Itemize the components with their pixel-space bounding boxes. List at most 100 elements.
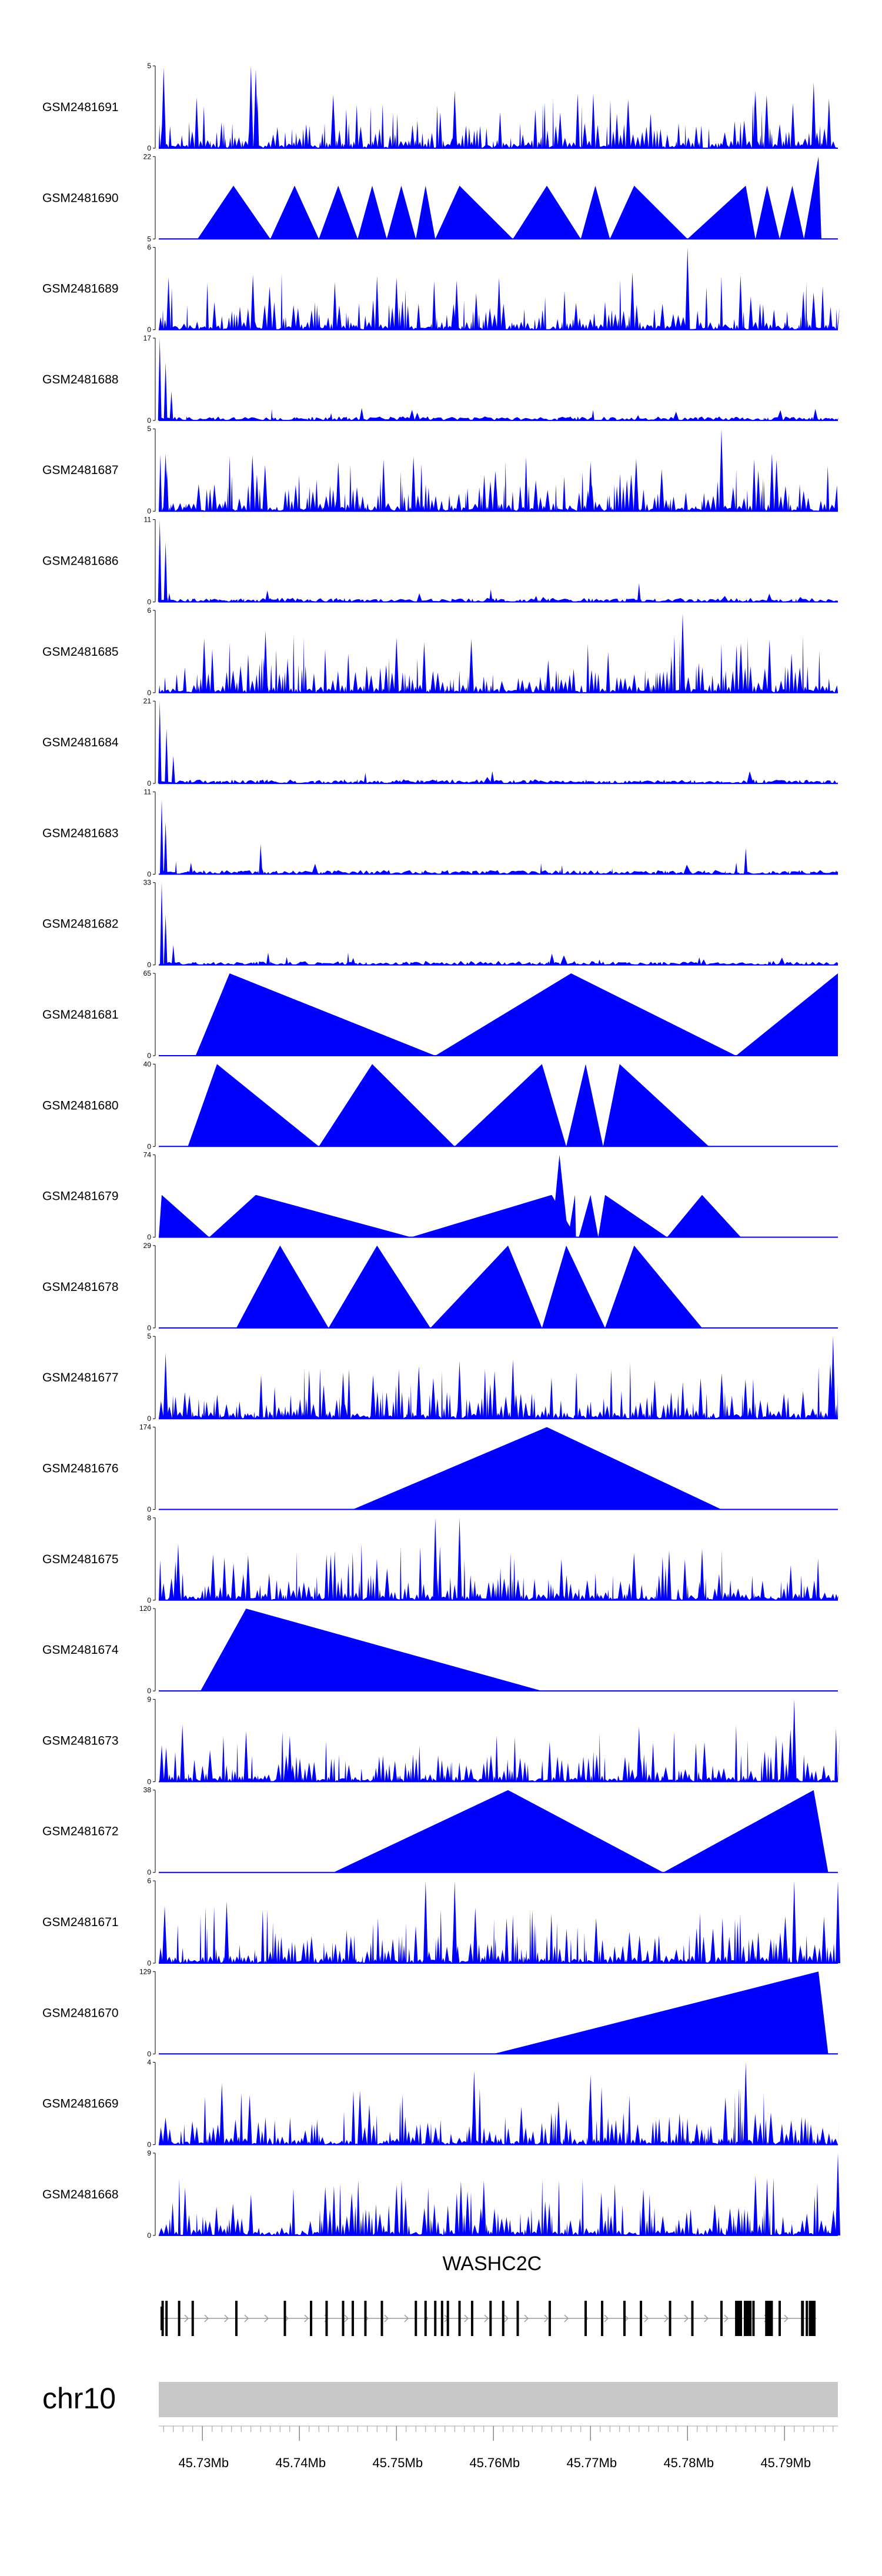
signal-peak [423, 1881, 428, 1963]
signal-tracks: GSM248169150GSM2481690225GSM248168960GSM… [42, 62, 840, 2240]
gene-exon [601, 2301, 604, 2336]
signal-area [159, 1362, 838, 1419]
gene-exon [516, 2301, 519, 2336]
track-label: GSM2481670 [42, 2006, 119, 2020]
signal-peak [580, 185, 610, 239]
chromosome-ideogram [159, 2382, 838, 2417]
track-label: GSM2481685 [42, 645, 119, 659]
gene-exon [458, 2301, 461, 2336]
signal-peak [510, 1359, 516, 1419]
signal-peak [333, 1790, 663, 1873]
strand-arrow-icon [664, 2314, 669, 2323]
signal-peak [667, 1194, 741, 1237]
gene-track: WASHC2C [160, 2253, 817, 2336]
track-label: GSM2481678 [42, 1280, 119, 1294]
signal-peak [248, 66, 253, 148]
signal-peak [685, 247, 690, 330]
track-GSM2481671: GSM2481671 6 0 [42, 1877, 840, 1967]
y-tick-label-max: 6 [147, 243, 151, 252]
track-GSM2481679: GSM2481679 74 0 [42, 1151, 838, 1242]
signal-peak [605, 1245, 702, 1328]
signal-peak [394, 638, 399, 693]
y-tick-label-max: 120 [139, 1604, 151, 1613]
y-tick-label-max: 129 [139, 1967, 151, 1976]
strand-arrow-icon [404, 2314, 409, 2323]
signal-peak [433, 1517, 438, 1600]
signal-peak [159, 1194, 209, 1237]
gene-name-label: WASHC2C [442, 2253, 542, 2275]
signal-peak [566, 1064, 603, 1147]
y-tick-label-max: 11 [144, 788, 152, 796]
strand-arrow-icon [184, 2314, 189, 2323]
y-tick-label-min: 0 [147, 1687, 151, 1695]
gene-exon [548, 2301, 551, 2336]
signal-peak [588, 2074, 593, 2145]
y-tick-label-min: 0 [147, 1052, 151, 1060]
signal-peak [394, 2185, 399, 2235]
y-tick-label-min: 0 [147, 779, 151, 788]
track-GSM2481685: GSM2481685 6 0 [42, 606, 838, 697]
signal-area [159, 1724, 840, 1782]
signal-peak [248, 2194, 253, 2235]
track-GSM2481680: GSM2481680 40 0 [42, 1060, 838, 1150]
y-tick-label-max: 6 [147, 606, 151, 615]
strand-arrow-icon [264, 2314, 269, 2323]
track-label: GSM2481688 [42, 373, 119, 386]
signal-peak [353, 1427, 721, 1510]
y-tick-label-max: 74 [143, 1151, 152, 1159]
gene-exon [440, 2301, 443, 2336]
gene-exon [640, 2301, 643, 2336]
y-tick-label-min: 0 [147, 1959, 151, 1967]
x-tick-label: 45.79Mb [760, 2455, 811, 2470]
track-label: GSM2481686 [42, 555, 119, 568]
strand-arrow-icon [604, 2314, 609, 2323]
signal-area [159, 589, 838, 602]
signal-peak [160, 882, 163, 965]
strand-arrow-icon [644, 2314, 649, 2323]
y-tick-label-max: 5 [147, 425, 151, 433]
gene-exon [415, 2301, 417, 2336]
track-label: GSM2481682 [42, 917, 119, 931]
y-tick-label-max: 33 [143, 879, 152, 887]
gene-exon [752, 2301, 755, 2336]
signal-peak [200, 1609, 542, 1691]
y-tick-label-min: 0 [147, 507, 151, 515]
signal-peak [435, 185, 513, 239]
track-GSM2481683: GSM2481683 11 0 [42, 788, 838, 878]
track-GSM2481690: GSM2481690 22 5 [42, 152, 838, 243]
signal-peak [603, 1064, 709, 1147]
signal-peak [452, 1881, 457, 1963]
y-tick-label-max: 6 [147, 1877, 151, 1885]
signal-peak [559, 1559, 564, 1600]
x-tick-label: 45.73Mb [178, 2455, 229, 2470]
signal-peak [171, 945, 175, 965]
track-label: GSM2481683 [42, 826, 119, 840]
signal-peak [159, 1745, 164, 1782]
x-tick-label: 45.75Mb [372, 2455, 423, 2470]
signal-peak [176, 1543, 181, 1600]
track-label: GSM2481671 [42, 1916, 119, 1929]
gene-exon [470, 2301, 473, 2336]
signal-peak [198, 185, 270, 239]
signal-peak [219, 2083, 225, 2145]
signal-peak [753, 91, 758, 148]
signal-peak [791, 1881, 797, 1963]
strand-arrow-icon [564, 2314, 569, 2323]
signal-peak [588, 462, 593, 512]
signal-peak [163, 1353, 168, 1419]
strand-arrow-icon [724, 2314, 729, 2323]
track-GSM2481674: GSM2481674 120 0 [42, 1604, 838, 1695]
signal-peak [663, 1790, 828, 1873]
signal-area [159, 272, 840, 330]
x-tick-label: 45.76Mb [469, 2455, 520, 2470]
signal-peak [637, 583, 641, 602]
track-label: GSM2481680 [42, 1099, 119, 1112]
signal-area [159, 2177, 838, 2235]
y-tick-label-min: 0 [147, 326, 151, 334]
strand-arrow-icon [244, 2314, 249, 2323]
signal-peak [791, 1699, 797, 1782]
signal-peak [598, 1194, 667, 1237]
signal-area [159, 453, 838, 512]
y-tick-label-min: 0 [147, 1777, 151, 1786]
